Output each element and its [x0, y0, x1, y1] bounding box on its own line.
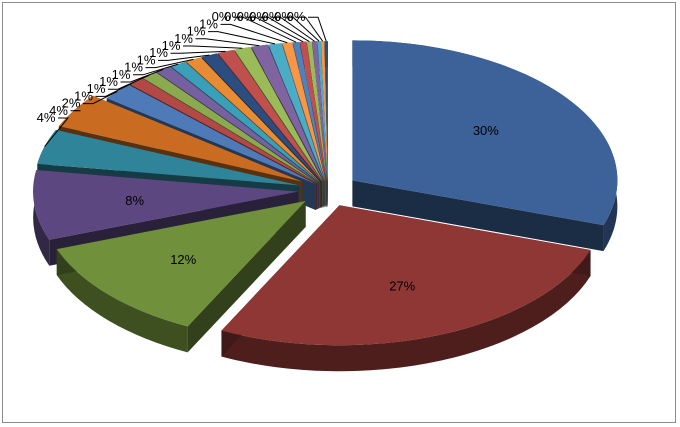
pie-data-label: 1% — [174, 31, 193, 46]
pie-data-label: 1% — [187, 24, 206, 39]
pie-leader-line — [44, 117, 70, 147]
pie-data-label: 0% — [212, 9, 231, 24]
pie-data-label: 0% — [274, 9, 293, 24]
pie-leader-line — [95, 80, 137, 97]
pie-slice — [320, 41, 328, 182]
pie-data-label: 1% — [112, 67, 131, 82]
pie-data-label: 0% — [237, 9, 256, 24]
pie-slice — [282, 42, 326, 182]
pie-data-label: 4% — [37, 110, 56, 125]
pie-slice — [106, 85, 317, 185]
pie-slice — [352, 40, 618, 226]
pie-leader-line — [183, 45, 243, 49]
pie-slice — [58, 95, 303, 182]
pie-leader-line — [233, 16, 297, 43]
pie-leader-line — [145, 58, 194, 69]
pie-data-label: 1% — [199, 16, 218, 31]
pie-data-label: 30% — [473, 123, 499, 138]
pie-leader-line — [133, 63, 179, 76]
pie-leader-line — [120, 68, 164, 83]
pie-data-label: 0% — [249, 9, 268, 24]
pie-data-label: 1% — [99, 74, 118, 89]
pie-data-label: 0% — [224, 9, 243, 24]
pie-leader-line — [220, 23, 288, 44]
pie-slice — [317, 41, 328, 182]
pie-slice — [201, 53, 322, 183]
pie-data-label: 1% — [87, 81, 106, 96]
pie-slice — [56, 201, 306, 327]
pie-data-label: 8% — [125, 193, 144, 208]
pie-slice — [37, 129, 300, 186]
pie-slice — [299, 41, 327, 182]
pie-slice — [217, 49, 323, 182]
pie-leader-line — [258, 16, 310, 42]
pie-slice — [33, 170, 299, 240]
pie-data-label: 1% — [137, 52, 156, 67]
pie-slice — [312, 41, 328, 182]
pie-data-label: 12% — [170, 252, 196, 267]
pie-leader-line — [308, 16, 327, 42]
pie-slice — [324, 41, 328, 182]
pie-slice — [142, 72, 318, 184]
pie-slice-edge — [187, 201, 306, 353]
pie-data-label: 0% — [287, 9, 306, 24]
pie-leader-line — [170, 50, 226, 54]
pie-slice — [221, 205, 591, 346]
pie-data-label: 1% — [149, 45, 168, 60]
pie-leader-line — [208, 31, 276, 45]
pie-leader-line — [270, 16, 315, 42]
pie-slice-side — [221, 250, 591, 372]
pie-slice — [292, 41, 327, 182]
pie-leader-line — [245, 16, 304, 43]
pie-leader-line — [295, 16, 324, 42]
pie-data-label: 0% — [262, 9, 281, 24]
pie-slice — [306, 41, 327, 182]
pie-slice-edge — [352, 180, 604, 252]
pie-leader-line — [195, 38, 260, 47]
pie-slice — [251, 44, 325, 182]
pie-leader-line — [83, 91, 118, 105]
pie-leader-line — [158, 54, 210, 61]
pie-data-label: 27% — [389, 278, 415, 293]
pie-data-label: 4% — [49, 103, 68, 118]
pie-data-label: 2% — [62, 96, 81, 111]
pie-slice — [268, 43, 325, 182]
pie-slice — [186, 57, 321, 183]
pie-slice — [171, 61, 320, 183]
pie-data-label: 1% — [162, 38, 181, 53]
pie-slice — [129, 78, 318, 184]
pie-data-label: 1% — [74, 88, 93, 103]
pie-slice-side — [33, 170, 50, 266]
pie-leader-line — [108, 74, 150, 90]
pie-slice — [234, 46, 324, 182]
pie-slice — [156, 66, 319, 183]
pie-leader-line — [283, 16, 320, 42]
pie-slice-side — [56, 249, 188, 353]
pie-data-label: 1% — [124, 60, 143, 75]
